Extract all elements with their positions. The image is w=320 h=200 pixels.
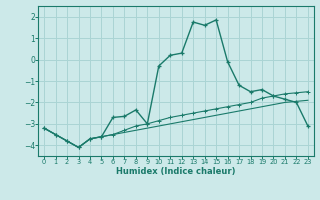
X-axis label: Humidex (Indice chaleur): Humidex (Indice chaleur) [116,167,236,176]
